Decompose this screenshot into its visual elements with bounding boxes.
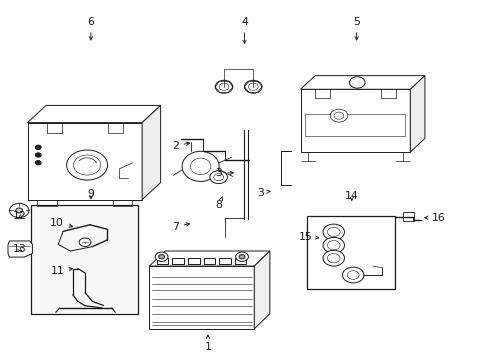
Bar <box>306 216 394 289</box>
Circle shape <box>9 203 29 218</box>
Circle shape <box>349 77 365 88</box>
Circle shape <box>209 171 227 184</box>
Bar <box>157 258 168 264</box>
Polygon shape <box>300 76 424 89</box>
Circle shape <box>323 224 344 240</box>
Polygon shape <box>8 241 32 257</box>
Bar <box>149 266 254 329</box>
Polygon shape <box>254 251 269 329</box>
Circle shape <box>327 240 339 250</box>
Circle shape <box>155 252 167 261</box>
Text: 13: 13 <box>12 244 26 254</box>
Circle shape <box>158 255 164 259</box>
Bar <box>27 123 142 200</box>
Circle shape <box>248 83 258 90</box>
Bar <box>234 258 246 264</box>
Ellipse shape <box>182 151 219 181</box>
Text: 10: 10 <box>50 218 72 228</box>
Text: 4: 4 <box>241 17 247 44</box>
Text: 12: 12 <box>12 211 26 221</box>
Polygon shape <box>409 76 424 152</box>
Bar <box>203 258 215 264</box>
Text: 3: 3 <box>257 188 269 198</box>
Circle shape <box>329 109 347 122</box>
Circle shape <box>239 255 244 259</box>
Circle shape <box>79 238 91 247</box>
Circle shape <box>235 252 248 261</box>
Circle shape <box>342 267 363 283</box>
Text: 6: 6 <box>87 17 94 40</box>
Polygon shape <box>27 105 160 123</box>
Text: 9: 9 <box>87 189 94 199</box>
Circle shape <box>35 145 41 149</box>
Circle shape <box>215 80 232 93</box>
Circle shape <box>213 174 223 181</box>
Bar <box>172 258 183 264</box>
Circle shape <box>16 208 22 213</box>
Text: 3: 3 <box>215 168 233 178</box>
Text: 7: 7 <box>171 222 189 231</box>
Circle shape <box>323 237 344 253</box>
Bar <box>403 212 413 221</box>
Text: 1: 1 <box>204 335 211 352</box>
Text: 14: 14 <box>344 191 358 201</box>
Circle shape <box>73 155 101 175</box>
Circle shape <box>35 153 41 157</box>
Text: 16: 16 <box>424 213 445 222</box>
Text: 15: 15 <box>298 232 318 242</box>
Text: 11: 11 <box>50 266 72 276</box>
Polygon shape <box>142 105 160 200</box>
Circle shape <box>346 271 358 279</box>
Bar <box>300 89 409 152</box>
Circle shape <box>327 227 339 237</box>
Text: 2: 2 <box>171 141 189 151</box>
Bar <box>31 205 138 315</box>
Circle shape <box>219 83 228 90</box>
Circle shape <box>327 253 339 263</box>
Polygon shape <box>149 251 269 266</box>
Bar <box>187 258 199 264</box>
Circle shape <box>66 150 107 180</box>
Circle shape <box>323 250 344 266</box>
Circle shape <box>35 161 41 165</box>
Text: 5: 5 <box>352 17 359 40</box>
Circle shape <box>333 112 343 119</box>
Circle shape <box>244 80 262 93</box>
Text: 8: 8 <box>215 197 222 210</box>
Bar <box>305 114 405 136</box>
Bar <box>219 258 230 264</box>
